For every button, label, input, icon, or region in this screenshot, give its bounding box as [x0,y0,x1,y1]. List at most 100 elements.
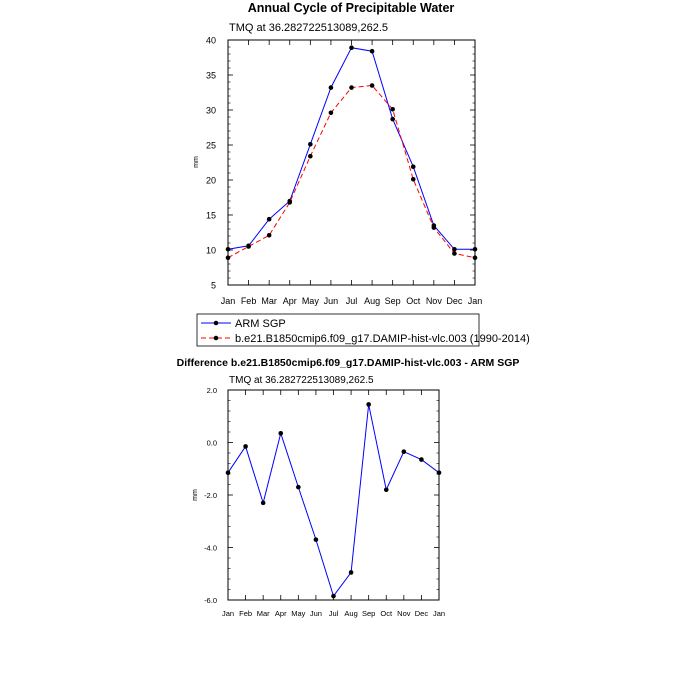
y-tick-label: 25 [206,141,216,151]
chart-subtitle: TMQ at 36.282722513089,262.5 [229,375,374,386]
y-tick-label: -6.0 [204,596,217,605]
legend-label-obs: ARM SGP [235,318,286,330]
x-tick-label: Mar [257,609,270,618]
chart-subtitle: TMQ at 36.282722513089,262.5 [229,22,388,34]
series-group [225,45,478,260]
x-tick-label: Nov [426,296,443,306]
data-point [390,107,395,112]
data-point [266,233,272,238]
data-point [246,244,251,249]
data-point [308,153,313,159]
series-line-0 [227,404,440,598]
x-tick-label: Feb [239,609,252,618]
y-tick-label: 5 [211,281,216,291]
data-point [431,225,437,230]
data-point [296,484,301,490]
y-axis-label: mm [193,156,200,168]
data-point [410,177,416,182]
series-line-0 [227,47,475,250]
data-point [225,255,231,260]
x-tick-label: Jan [222,609,234,618]
x-tick-label: Jul [346,296,358,306]
data-point [348,570,354,575]
series-group [225,402,442,599]
x-tick-label: Sep [362,609,375,618]
x-tick-label: May [302,296,320,306]
x-tick-label: Jun [310,609,322,618]
y-tick-label: 10 [206,246,216,256]
legend-label-model: b.e21.B1850cmip6.f09_g17.DAMIP-hist-vlc.… [235,333,530,345]
x-ticks: Jan Feb Mar Apr May Jun Jul Aug Sep Oct Nov Dec Jan [222,390,445,618]
data-point [328,110,334,116]
data-point [419,457,424,462]
legend-marker-obs [213,320,219,326]
data-point [278,431,284,436]
x-tick-label: Jan [468,296,483,306]
legend: ARM SGP b.e21.B1850cmip6.f09_g17.DAMIP-h… [196,313,530,347]
x-tick-label: Dec [446,296,463,306]
x-ticks: Jan Feb Mar Apr May Jun Jul Aug Sep Oct Nov Dec Jan [221,40,483,306]
data-point [436,470,442,475]
x-tick-label: Mar [261,296,277,306]
chart-title: Difference b.e21.B1850cmip6.f09_g17.DAMI… [177,357,520,369]
data-point [260,500,266,506]
x-tick-label: Nov [397,609,411,618]
y-ticks: 5 10 15 20 25 30 35 40 [206,36,475,291]
x-tick-label: Aug [364,296,380,306]
x-tick-label: Apr [275,609,287,618]
x-tick-label: Oct [380,609,393,618]
legend-marker-model [213,335,219,341]
data-point [243,444,248,449]
x-tick-label: Aug [344,609,357,618]
data-point [369,83,375,88]
data-point [369,48,375,54]
data-point [401,449,407,454]
data-point [383,487,389,493]
annual-cycle-chart: Annual Cycle of Precipitable Water TMQ a… [193,1,482,306]
y-tick-label: 15 [206,211,216,221]
data-point [328,85,334,90]
y-tick-label: 35 [206,71,216,81]
data-point [313,537,319,542]
plot-frame [227,389,440,601]
y-tick-label: 30 [206,106,216,116]
y-tick-label: 40 [206,36,216,46]
x-tick-label: Jun [324,296,339,306]
x-tick-label: Sep [385,296,401,306]
y-tick-label: 20 [206,176,216,186]
data-point [390,116,395,122]
x-tick-label: Jul [329,609,339,618]
data-point [349,45,354,50]
x-tick-label: Apr [283,296,297,306]
data-point [331,593,336,599]
data-point [287,200,293,205]
y-tick-label: -2.0 [204,491,217,500]
data-point [308,142,313,147]
data-point [472,247,478,252]
data-point [266,216,272,222]
y-tick-label: 0.0 [207,439,217,448]
data-point [410,164,416,169]
data-point [472,255,478,260]
y-axis-label: mm [192,489,199,501]
plot-frame [227,39,476,286]
x-tick-label: Dec [415,609,429,618]
x-tick-label: Jan [433,609,445,618]
difference-chart: Difference b.e21.B1850cmip6.f09_g17.DAMI… [177,357,520,618]
y-tick-label: 2.0 [207,386,217,395]
data-point [366,402,371,407]
data-point [452,251,457,256]
data-point [225,470,231,475]
data-point [225,247,231,252]
data-point [349,85,354,90]
x-tick-label: May [291,609,305,618]
y-ticks: -6.0 -4.0 -2.0 0.0 2.0 [204,386,439,605]
legend-box [196,313,480,347]
x-tick-label: Oct [406,296,421,306]
chart-title: Annual Cycle of Precipitable Water [248,1,455,15]
y-tick-label: -4.0 [204,544,217,553]
x-tick-label: Feb [241,296,257,306]
x-tick-label: Jan [221,296,236,306]
data-point [452,247,457,252]
